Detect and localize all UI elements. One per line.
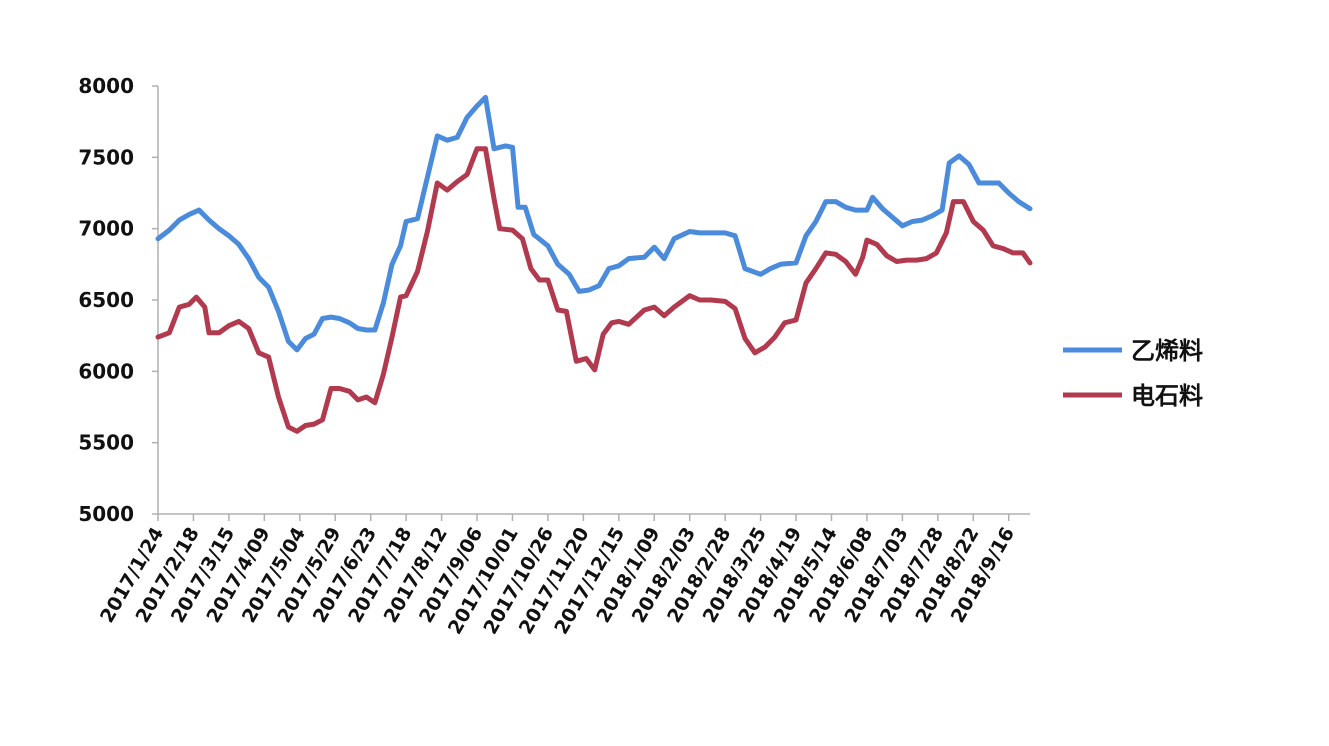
- legend-label-2: 电石料: [1131, 382, 1203, 410]
- y-tick-label: 5500: [78, 431, 134, 455]
- x-axis: 2017/1/242017/2/182017/3/152017/4/092017…: [96, 513, 1030, 638]
- series-line-2: [155, 146, 1033, 434]
- legend-label-1: 乙烯料: [1131, 337, 1203, 365]
- series-lines: [155, 94, 1033, 434]
- y-axis: 5000 5500 6000 6500 7000 7500 8000: [78, 74, 159, 526]
- y-tick-label: 7500: [78, 145, 134, 169]
- y-tick-label: 7000: [78, 217, 134, 241]
- y-tick-label: 6000: [78, 359, 134, 383]
- y-tick-label: 5000: [78, 502, 134, 526]
- y-tick-label: 6500: [78, 288, 134, 312]
- series-line-1: [155, 94, 1033, 353]
- y-tick-label: 8000: [78, 74, 134, 98]
